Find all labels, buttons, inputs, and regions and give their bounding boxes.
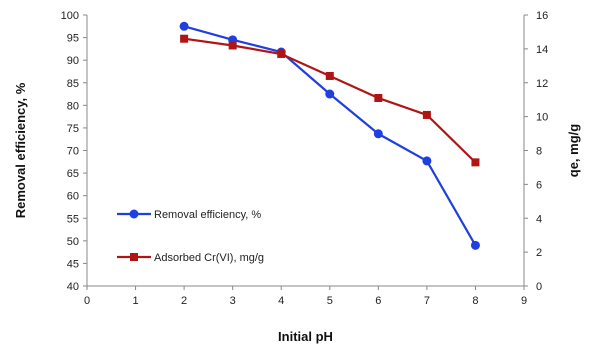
y-right-tick-label: 14	[536, 44, 548, 56]
x-tick-label: 0	[84, 295, 90, 307]
x-tick-label: 9	[521, 295, 527, 307]
x-tick-label: 6	[375, 295, 381, 307]
y-right-tick-label: 10	[536, 112, 548, 124]
x-tick-label: 7	[424, 295, 430, 307]
chart-axes	[86, 15, 525, 287]
data-point-circle	[470, 240, 480, 250]
data-point-square	[471, 158, 480, 167]
y-left-tick-label: 100	[61, 10, 79, 22]
y-left-tick-label: 90	[67, 55, 79, 67]
x-tick-label: 5	[327, 295, 333, 307]
y-right-tick-label: 0	[536, 281, 542, 293]
y-left-tick-label: 40	[67, 281, 79, 293]
data-point-square	[374, 93, 383, 102]
legend-label: Removal efficiency, %	[154, 209, 261, 221]
legend: Removal efficiency, % Adsorbed Cr(VI), mg…	[117, 209, 264, 264]
y-left-tick-label: 70	[67, 146, 79, 158]
legend-marker-square	[130, 253, 138, 261]
y-left-tick-label: 55	[67, 213, 79, 225]
data-point-square	[422, 110, 431, 119]
data-point-square	[325, 71, 334, 80]
x-tick-label: 2	[181, 295, 187, 307]
legend-marker-circle	[129, 209, 139, 219]
data-point-circle	[373, 129, 383, 139]
y-right-tick-label: 12	[536, 78, 548, 90]
data-point-square	[228, 41, 237, 50]
y-right-ticks: 0 2 4 6 8 10 12 14 16	[524, 10, 548, 293]
y-left-tick-label: 45	[67, 258, 79, 270]
x-axis-title: Initial pH	[278, 329, 333, 344]
x-tick-label: 8	[472, 295, 478, 307]
y-right-axis-title: qe, mg/g	[566, 124, 581, 178]
y-right-tick-label: 16	[536, 10, 548, 22]
series-line-1	[183, 37, 477, 164]
y-left-axis-title: Removal efficiency, %	[13, 82, 28, 218]
x-ticks: 0 1 2 3 4 5 6 7 8 9	[84, 286, 527, 307]
data-point-circle	[422, 156, 432, 166]
y-left-tick-label: 50	[67, 236, 79, 248]
x-tick-label: 3	[230, 295, 236, 307]
y-left-tick-label: 65	[67, 168, 79, 180]
y-left-tick-label: 60	[67, 191, 79, 203]
y-left-ticks: 40 45 50 55 60 65 70 75 80 85 90 95 100	[61, 10, 87, 293]
legend-label: Adsorbed Cr(VI), mg/g	[154, 252, 264, 264]
data-point-square	[277, 49, 286, 58]
y-left-tick-label: 95	[67, 33, 79, 45]
y-left-tick-label: 85	[67, 78, 79, 90]
y-right-tick-label: 2	[536, 247, 542, 259]
data-point-circle	[325, 89, 335, 99]
y-left-tick-label: 80	[67, 100, 79, 112]
y-right-tick-label: 8	[536, 146, 542, 158]
y-right-tick-label: 6	[536, 179, 542, 191]
y-left-tick-label: 75	[67, 123, 79, 135]
y-right-tick-label: 4	[536, 213, 542, 225]
data-point-circle	[179, 21, 189, 31]
x-tick-label: 1	[132, 295, 138, 307]
series-layer	[179, 21, 480, 250]
x-tick-label: 4	[278, 295, 284, 307]
data-point-square	[180, 34, 189, 43]
